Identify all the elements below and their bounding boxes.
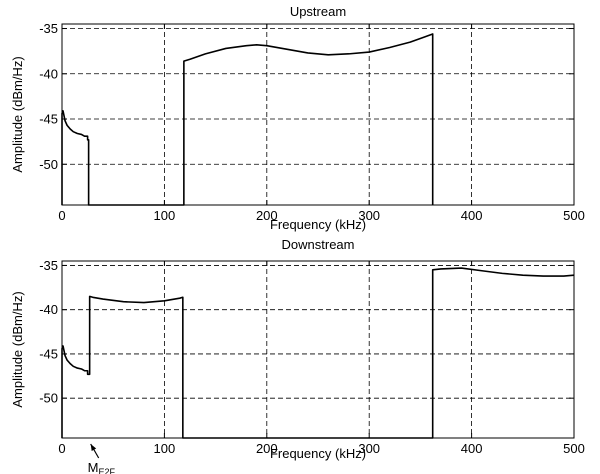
x-tick-label: 0 (58, 208, 65, 223)
annotation-arrowhead (90, 444, 97, 451)
x-tick-label: 400 (461, 441, 483, 456)
x-tick-label: 500 (563, 208, 585, 223)
x-tick-label: 300 (358, 208, 380, 223)
x-tick-label: 200 (256, 441, 278, 456)
y-tick-label: -45 (39, 112, 58, 127)
downstream-panel: 0 100 200 300 400 500 -35 -40 -45 -50 Downstream Fr… (10, 237, 585, 474)
x-axis-label: Frequency (kHz) (270, 217, 366, 232)
y-tick-label: -50 (39, 391, 58, 406)
x-tick-label: 0 (58, 441, 65, 456)
chart-title: Upstream (290, 4, 346, 19)
x-axis-label: Frequency (kHz) (270, 446, 366, 461)
x-tick-label: 400 (461, 208, 483, 223)
x-tick-label: 300 (358, 441, 380, 456)
x-tick-label: 500 (563, 441, 585, 456)
y-axis-label: Amplitude (dBm/Hz) (10, 291, 25, 407)
plot-frame (61, 260, 575, 439)
upstream-panel: 0 100 200 300 400 500 -35 -40 -45 -50 Upstream Freq… (10, 4, 585, 232)
y-tick-label: -40 (39, 66, 58, 81)
chart-title: Downstream (282, 237, 355, 252)
y-tick-label: -50 (39, 157, 58, 172)
y-axis-label: Amplitude (dBm/Hz) (10, 56, 25, 172)
plot-frame (61, 23, 575, 206)
x-tick-label: 100 (154, 441, 176, 456)
series-line (61, 267, 575, 439)
y-tick-label: -35 (39, 21, 58, 36)
y-tick-label: -40 (39, 302, 58, 317)
x-tick-label: 200 (256, 208, 278, 223)
x-tick-label: 100 (154, 208, 176, 223)
y-tick-label: -45 (39, 346, 58, 361)
annotation-label: ME2F (88, 460, 116, 474)
series-line (61, 33, 434, 206)
y-tick-label: -35 (39, 258, 58, 273)
